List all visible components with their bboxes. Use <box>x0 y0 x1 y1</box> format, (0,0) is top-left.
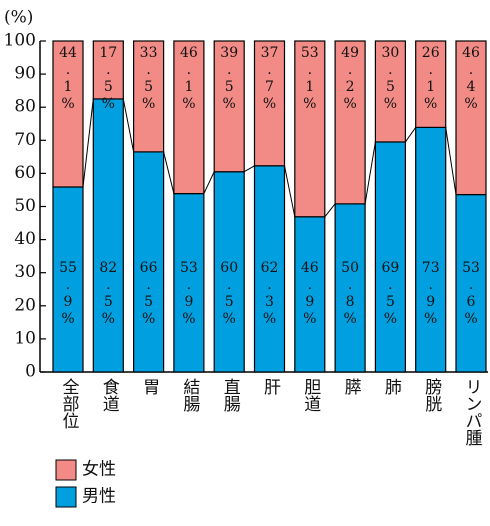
bar-segment <box>133 40 165 153</box>
y-tick-label: 80 <box>14 97 36 117</box>
x-tick-label: 胃 <box>139 378 159 396</box>
y-tick-label: 0 <box>25 362 36 382</box>
bar-segment <box>294 216 326 373</box>
bar-segment <box>455 193 487 373</box>
connector <box>243 165 255 173</box>
x-tick-label: 胆道 <box>300 378 321 412</box>
x-tick-label: リンパ腫 <box>462 378 483 446</box>
y-tick-label: 100 <box>4 31 36 51</box>
y-tick-label: 90 <box>14 64 36 84</box>
connector <box>122 98 135 152</box>
value-label: 33. 5% <box>140 45 158 112</box>
y-axis-label: (%) <box>4 8 33 28</box>
value-label: 53. 9% <box>180 260 198 327</box>
bar-segment <box>92 98 124 373</box>
bar-segment <box>52 40 84 188</box>
value-label: 62. 3% <box>261 260 279 327</box>
connector <box>203 171 215 194</box>
value-label: 44. 1% <box>59 45 77 112</box>
connector <box>82 98 94 188</box>
connector <box>163 151 175 194</box>
connector <box>364 141 376 204</box>
legend-label: 男性 <box>82 487 116 507</box>
x-tick-label: 全部位 <box>59 378 80 429</box>
y-tick-label: 20 <box>14 295 36 315</box>
x-tick-label: 膀胱 <box>421 378 442 413</box>
x-tick-label: 結腸 <box>179 378 200 413</box>
value-label: 66. 5% <box>140 260 158 327</box>
value-label: 50. 8% <box>341 260 359 327</box>
x-tick-label: 肺 <box>381 378 402 396</box>
value-label: 17. 5% <box>99 45 117 112</box>
value-label: 60. 5% <box>220 260 238 327</box>
y-tick-label: 40 <box>14 229 36 249</box>
legend-swatch <box>55 486 77 508</box>
value-label: 46. 4% <box>462 45 480 112</box>
bar-segment <box>415 40 447 128</box>
y-tick-label: 10 <box>14 328 36 348</box>
value-label: 49. 2% <box>341 45 359 112</box>
value-label: 46. 9% <box>301 260 319 327</box>
bar-segment <box>415 126 447 373</box>
value-label: 30. 5% <box>381 45 399 112</box>
connector <box>445 127 457 195</box>
bar-segment <box>173 192 205 373</box>
x-tick-label: 膵 <box>341 378 362 395</box>
legend-swatch <box>55 459 77 481</box>
value-label: 82. 5% <box>99 260 117 327</box>
connector <box>284 165 296 217</box>
value-label: 69. 5% <box>381 260 399 327</box>
bar-segment <box>294 40 326 218</box>
legend-label: 女性 <box>82 460 116 480</box>
connector <box>324 203 336 218</box>
value-label: 73. 9% <box>422 260 440 327</box>
value-label: 26. 1% <box>422 45 440 112</box>
x-tick-label: 食道 <box>99 378 120 412</box>
value-label: 37. 7% <box>261 45 279 112</box>
bar-segment <box>253 165 286 373</box>
y-tick-label: 70 <box>14 130 36 150</box>
value-label: 53. 1% <box>301 45 319 112</box>
bar-segment <box>52 186 84 373</box>
value-label: 39. 5% <box>220 45 238 112</box>
value-label: 46. 1% <box>180 45 198 112</box>
y-tick-label: 30 <box>14 262 36 282</box>
bar-segment <box>213 40 245 173</box>
connector <box>404 127 417 143</box>
bar-segment <box>374 40 406 143</box>
bar-segment <box>92 40 124 100</box>
bar-segment <box>455 40 487 196</box>
x-tick-label: 肝 <box>260 378 281 395</box>
value-label: 55. 9% <box>59 260 77 327</box>
x-tick-label: 直腸 <box>220 378 241 413</box>
bar-segment <box>253 40 286 167</box>
bar-segment <box>173 40 205 195</box>
bar-segment <box>334 40 366 205</box>
bar-segment <box>374 141 406 373</box>
y-tick-label: 60 <box>14 163 36 183</box>
y-tick-label: 50 <box>14 196 36 216</box>
value-label: 53. 6% <box>462 260 480 327</box>
